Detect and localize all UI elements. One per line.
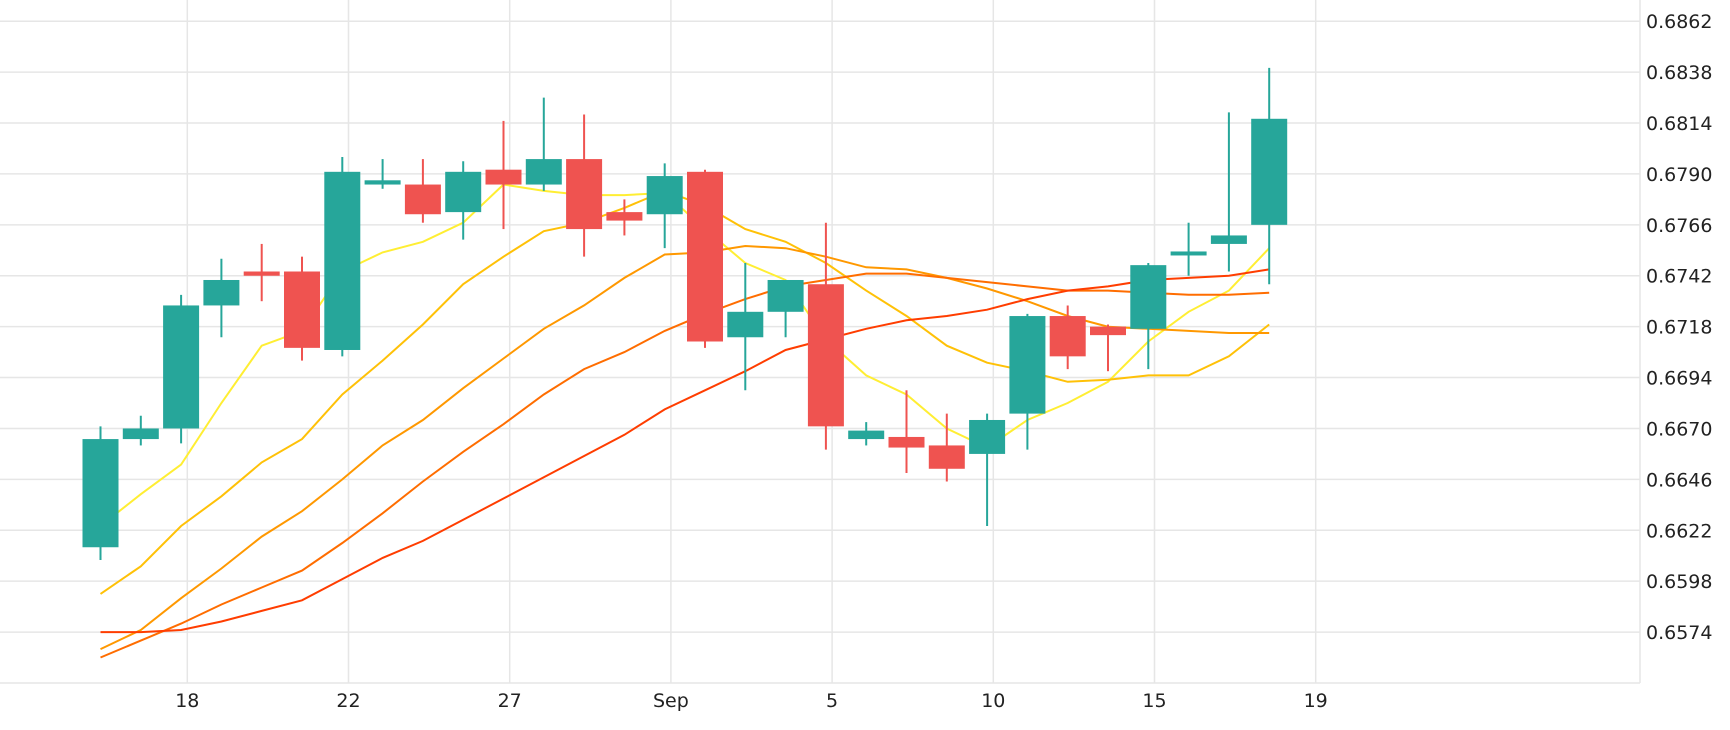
y-tick-label: 0.6862 bbox=[1646, 11, 1712, 33]
y-tick-label: 0.6814 bbox=[1646, 113, 1712, 135]
x-tick-label: 18 bbox=[175, 690, 199, 712]
candle-body bbox=[1009, 316, 1046, 414]
candle-up bbox=[969, 413, 1006, 527]
x-tick-label: 27 bbox=[498, 690, 522, 712]
candle-body bbox=[928, 445, 965, 469]
candle-body bbox=[1251, 118, 1288, 225]
candle-body bbox=[687, 171, 723, 342]
candle-down bbox=[284, 256, 320, 361]
candle-body bbox=[364, 180, 401, 185]
candle-body bbox=[606, 212, 643, 221]
grid bbox=[0, 0, 1641, 684]
x-tick-label: 22 bbox=[336, 690, 360, 712]
x-tick-label: 5 bbox=[826, 690, 838, 712]
candle-down bbox=[687, 169, 723, 348]
candle-body bbox=[1130, 265, 1167, 329]
candle-down bbox=[243, 243, 280, 302]
y-tick-label: 0.6646 bbox=[1646, 469, 1712, 491]
moving-average-line bbox=[100, 244, 1270, 651]
y-tick-label: 0.6694 bbox=[1646, 368, 1712, 390]
candle-up bbox=[1210, 112, 1247, 272]
candle-down bbox=[928, 413, 965, 482]
moving-average-line bbox=[100, 268, 1270, 634]
candle-down bbox=[606, 199, 643, 236]
candle-down bbox=[566, 114, 603, 257]
candle-up bbox=[82, 426, 119, 560]
candle-down bbox=[1090, 324, 1126, 372]
candle-up bbox=[324, 156, 361, 357]
y-tick-label: 0.6598 bbox=[1646, 571, 1712, 593]
candle-up bbox=[203, 258, 240, 338]
candle-body bbox=[485, 169, 522, 185]
moving-average-line bbox=[99, 183, 1270, 527]
candle-down bbox=[888, 390, 925, 474]
candle-body bbox=[243, 271, 280, 276]
y-tick-label: 0.6790 bbox=[1646, 164, 1712, 186]
y-tick-label: 0.6766 bbox=[1646, 215, 1712, 237]
x-tick-label: 10 bbox=[981, 690, 1005, 712]
candle-body bbox=[284, 271, 320, 348]
candle-body bbox=[848, 430, 885, 440]
y-tick-label: 0.6670 bbox=[1646, 418, 1712, 440]
candle-up bbox=[163, 294, 200, 444]
candle-body bbox=[122, 428, 159, 440]
candle-up bbox=[767, 279, 804, 338]
candle-body bbox=[525, 159, 562, 185]
candle-up bbox=[848, 422, 885, 446]
candle-body bbox=[404, 184, 441, 215]
candle-body bbox=[1049, 316, 1086, 357]
candle-body bbox=[1210, 235, 1247, 244]
x-tick-label: 19 bbox=[1304, 690, 1328, 712]
candles bbox=[82, 67, 1288, 560]
candle-body bbox=[163, 305, 200, 429]
candle-up bbox=[122, 415, 159, 446]
moving-average-lines bbox=[99, 183, 1270, 659]
candle-body bbox=[445, 171, 482, 213]
candle-down bbox=[807, 222, 844, 450]
candle-body bbox=[767, 279, 804, 312]
candle-down bbox=[404, 159, 441, 223]
candle-body bbox=[1090, 326, 1126, 336]
candle-up bbox=[1009, 313, 1046, 450]
candle-body bbox=[324, 171, 361, 350]
candle-body bbox=[203, 279, 240, 306]
candle-body bbox=[807, 284, 844, 427]
y-tick-label: 0.6622 bbox=[1646, 520, 1712, 542]
x-tick-label: Sep bbox=[653, 690, 689, 712]
candle-up bbox=[364, 159, 401, 189]
candle-body bbox=[1170, 251, 1207, 256]
candle-up bbox=[727, 263, 764, 391]
y-tick-label: 0.6574 bbox=[1646, 622, 1712, 644]
candle-up bbox=[445, 161, 482, 240]
candle-up bbox=[1130, 263, 1167, 370]
x-tick-label: 15 bbox=[1142, 690, 1166, 712]
candle-body bbox=[969, 419, 1006, 454]
candle-up bbox=[1170, 222, 1207, 276]
candle-body bbox=[82, 439, 119, 548]
moving-average-line bbox=[99, 189, 1270, 595]
candle-body bbox=[646, 176, 683, 215]
candle-body bbox=[566, 159, 603, 230]
candle-body bbox=[888, 436, 925, 448]
y-tick-label: 0.6718 bbox=[1646, 317, 1712, 339]
candle-down bbox=[485, 120, 522, 230]
candle-body bbox=[727, 311, 764, 338]
candle-up bbox=[1251, 67, 1288, 285]
y-tick-label: 0.6742 bbox=[1646, 266, 1712, 288]
x-axis: 18 22 27 Sep 5 10 15 19 bbox=[175, 690, 1328, 712]
candle-down bbox=[1049, 305, 1086, 370]
candle-up bbox=[646, 163, 683, 249]
y-tick-label: 0.6838 bbox=[1646, 62, 1712, 84]
y-axis: 0.6574 0.6598 0.6622 0.6646 0.6670 0.6694 0.67… bbox=[1646, 11, 1712, 644]
candle-up bbox=[525, 97, 562, 191]
